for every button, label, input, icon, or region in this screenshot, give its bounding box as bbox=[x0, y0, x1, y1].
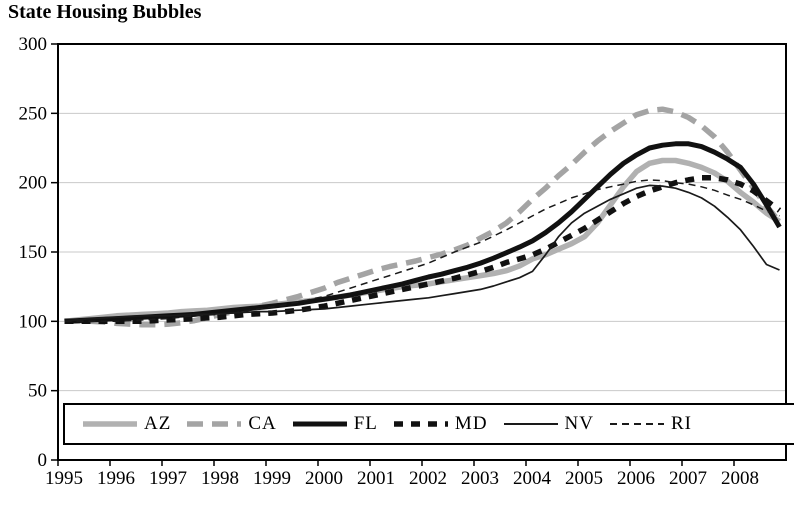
x-tick-label: 2000 bbox=[305, 468, 343, 489]
x-tick-label: 1998 bbox=[201, 468, 239, 489]
y-tick-label: 100 bbox=[19, 311, 48, 332]
y-tick-label: 300 bbox=[19, 34, 48, 55]
chart-title: State Housing Bubbles bbox=[8, 1, 202, 23]
legend-item-label: CA bbox=[248, 413, 277, 434]
x-tick-label: 2005 bbox=[565, 468, 603, 489]
legend-line-sample bbox=[503, 423, 558, 425]
y-tick-label: 250 bbox=[19, 103, 48, 124]
legend-item-label: RI bbox=[671, 413, 692, 434]
x-tick-label: 2007 bbox=[669, 468, 707, 489]
series-line-CA bbox=[64, 106, 782, 328]
legend-item-label: MD bbox=[454, 413, 488, 434]
series-line-FL bbox=[64, 141, 782, 324]
y-tick-label: 0 bbox=[38, 450, 48, 471]
legend-line-sample bbox=[393, 421, 448, 427]
series-line-NV bbox=[64, 184, 780, 323]
x-tick-label: 1999 bbox=[253, 468, 291, 489]
legend-item-ca: CA bbox=[185, 413, 276, 435]
x-tick-label: 2002 bbox=[409, 468, 447, 489]
x-tick-label: 1996 bbox=[97, 468, 135, 489]
legend-item-label: AZ bbox=[144, 413, 172, 434]
legend-item-md: MD bbox=[392, 413, 488, 435]
legend-item-label: FL bbox=[353, 413, 378, 434]
x-tick-label: 2004 bbox=[513, 468, 552, 489]
x-tick-label: 2008 bbox=[721, 468, 759, 489]
legend-item-label: NV bbox=[564, 413, 594, 434]
legend-item-ri: RI bbox=[608, 413, 692, 435]
x-tick-label: 2006 bbox=[617, 468, 655, 489]
legend-item-nv: NV bbox=[502, 413, 594, 435]
legend-line-sample bbox=[292, 421, 347, 427]
chart-legend: AZ CA FL MD NV RI bbox=[63, 403, 794, 445]
legend-item-fl: FL bbox=[291, 413, 378, 435]
legend-line-sample bbox=[610, 423, 664, 425]
y-tick-label: 150 bbox=[19, 242, 48, 263]
x-tick-label: 1995 bbox=[45, 468, 83, 489]
legend-line-sample bbox=[83, 421, 137, 427]
x-tick-label: 2003 bbox=[461, 468, 499, 489]
y-tick-label: 50 bbox=[28, 381, 47, 402]
y-tick-label: 200 bbox=[19, 173, 48, 194]
series-line-MD bbox=[64, 175, 782, 325]
x-tick-label: 1997 bbox=[149, 468, 187, 489]
legend-item-az: AZ bbox=[81, 413, 171, 435]
series-line-RI bbox=[64, 179, 780, 323]
x-tick-label: 2001 bbox=[357, 468, 395, 489]
legend-line-sample bbox=[187, 421, 242, 427]
